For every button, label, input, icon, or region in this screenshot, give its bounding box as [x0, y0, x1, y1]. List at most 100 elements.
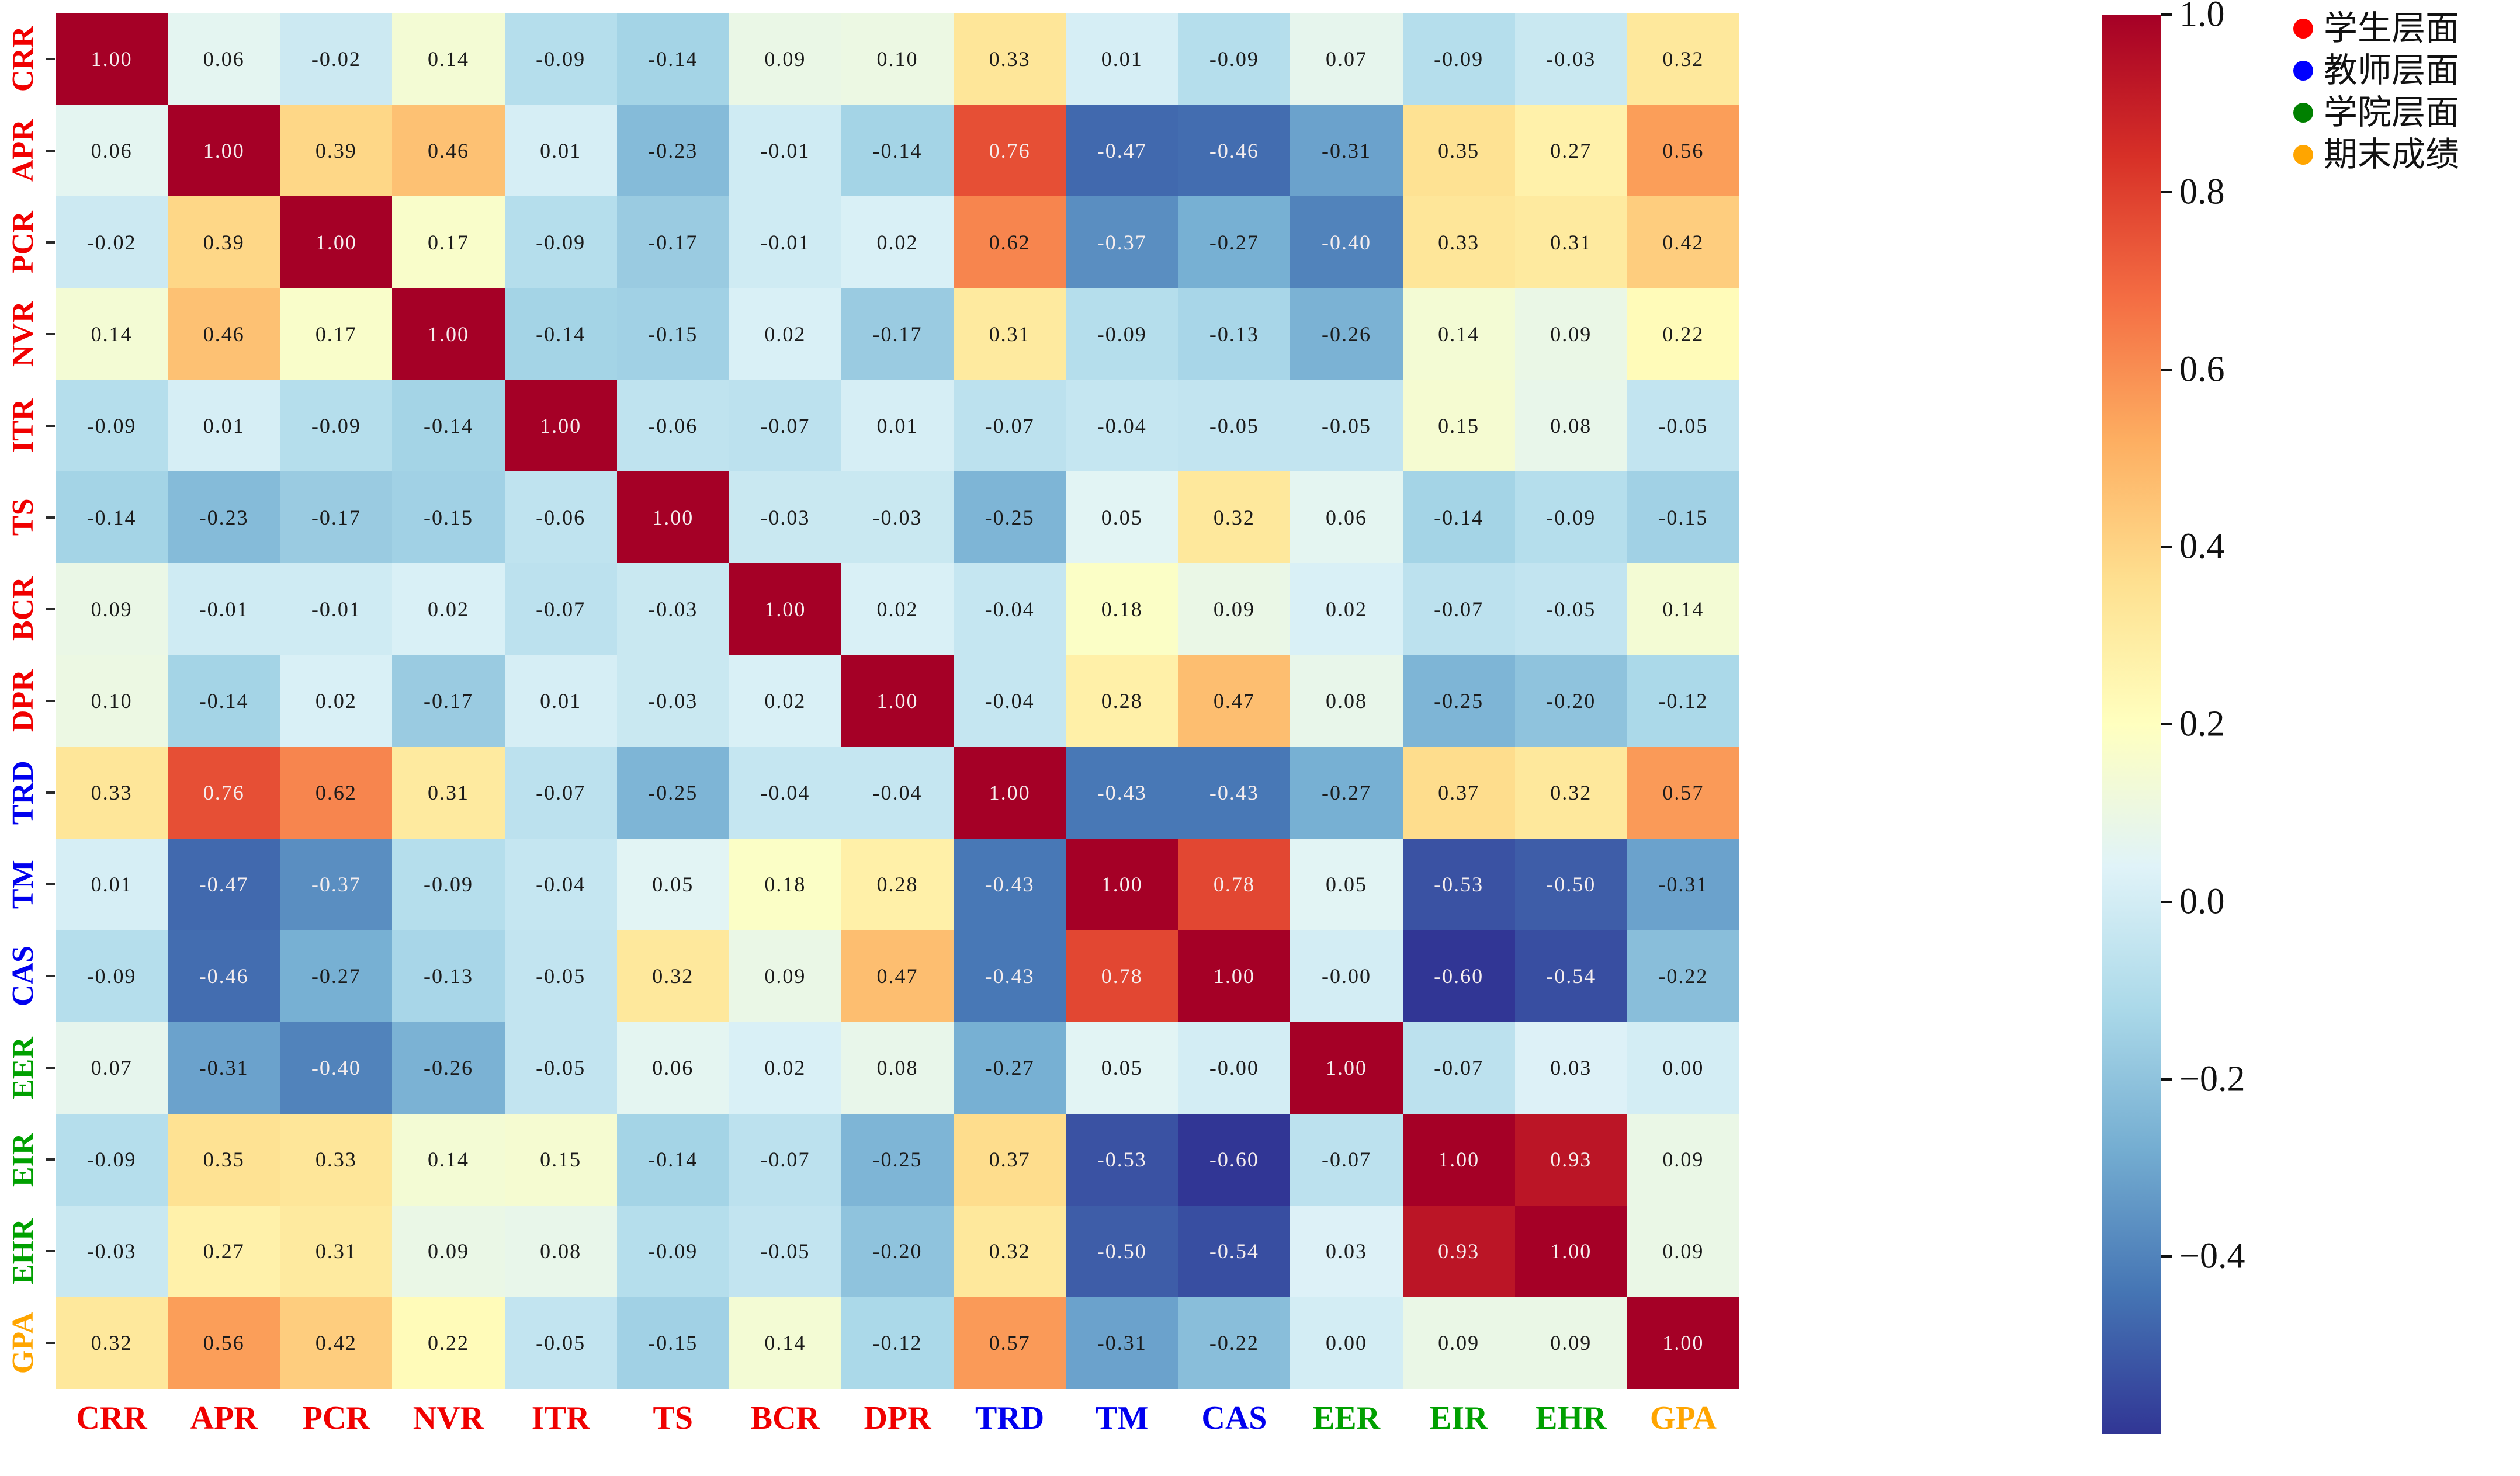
heatmap-cell: -0.03 — [616, 563, 729, 655]
heatmap-cell: -0.27 — [1290, 746, 1403, 839]
heatmap-cell: -0.27 — [280, 930, 393, 1022]
heatmap-cell: -0.01 — [280, 563, 393, 655]
y-axis-label-bcr: BCR — [6, 577, 40, 641]
x-axis-label-gpa: GPA — [1649, 1400, 1717, 1436]
colorbar-gradient — [2102, 15, 2161, 1434]
heatmap-cell: 0.08 — [504, 1205, 617, 1297]
heatmap-cell: 1.00 — [1627, 1297, 1739, 1389]
colorbar-tick-mark — [2161, 13, 2172, 16]
colorbar-tick-mark — [2161, 546, 2172, 548]
heatmap-cell: 0.06 — [1290, 471, 1403, 564]
heatmap-cell: 0.08 — [841, 1022, 954, 1114]
heatmap-cell: -0.40 — [280, 1022, 393, 1114]
y-axis-ticks — [46, 13, 55, 1389]
heatmap-cell: -0.22 — [1627, 930, 1739, 1022]
y-axis-tick-mark — [46, 516, 55, 519]
legend-label: 期末成绩 — [2324, 136, 2460, 173]
y-axis-tick-mark — [46, 1250, 55, 1253]
heatmap-cell: 1.00 — [504, 380, 617, 472]
x-axis-label-ts: TS — [653, 1400, 693, 1436]
heatmap-cell: -0.53 — [1402, 838, 1515, 930]
heatmap-cell: -0.07 — [504, 746, 617, 839]
heatmap-cell: -0.03 — [1514, 13, 1627, 105]
heatmap-cell: 0.33 — [1402, 196, 1515, 289]
heatmap-cell: 0.15 — [504, 1113, 617, 1206]
heatmap-cell: 1.00 — [1066, 838, 1178, 930]
heatmap-cell: 1.00 — [168, 105, 280, 197]
heatmap-cell: 0.35 — [168, 1113, 280, 1206]
y-axis-tick-mark — [46, 241, 55, 244]
colorbar-tick-mark — [2161, 190, 2172, 193]
heatmap-cell: -0.09 — [1178, 13, 1291, 105]
colorbar: 1.0 0.8 0.6 0.4 0.2 0.0 −0.2 −0.4 — [2102, 0, 2245, 1434]
heatmap-cell: 0.05 — [1066, 471, 1178, 564]
legend-label: 学生层面 — [2324, 9, 2460, 47]
heatmap-cell: -0.03 — [616, 655, 729, 747]
heatmap-cell: 0.28 — [841, 838, 954, 930]
y-axis-label-gpa: GPA — [6, 1312, 40, 1374]
heatmap-cell: 0.10 — [841, 13, 954, 105]
heatmap-cell: 0.76 — [168, 746, 280, 839]
heatmap-cell: 0.14 — [1402, 288, 1515, 380]
y-axis-label-apr: APR — [6, 119, 40, 182]
heatmap-cell: -0.01 — [729, 196, 841, 289]
heatmap-cell: -0.54 — [1514, 930, 1627, 1022]
heatmap-cell: -0.14 — [392, 380, 505, 472]
heatmap-cell: 0.78 — [1066, 930, 1178, 1022]
heatmap-cell: -0.47 — [168, 838, 280, 930]
heatmap-cell: 0.17 — [280, 288, 393, 380]
y-axis-tick-row — [46, 13, 55, 105]
heatmap-cell: 0.14 — [392, 1113, 505, 1206]
heatmap-cell: -0.17 — [841, 288, 954, 380]
y-axis-tick-row — [46, 563, 55, 655]
heatmap-cell: 0.06 — [168, 13, 280, 105]
y-axis-tick-mark — [46, 791, 55, 794]
heatmap-cell: 0.09 — [729, 13, 841, 105]
heatmap-grid: 1.00 0.06 -0.02 0.14 -0.09 -0.14 0.09 0.10 0.33 0… — [56, 13, 1739, 1389]
heatmap-cell: 0.09 — [56, 563, 168, 655]
heatmap-cell: -0.22 — [1178, 1297, 1291, 1389]
heatmap-cell: -0.07 — [954, 380, 1066, 472]
x-axis-label-trd: TRD — [975, 1400, 1045, 1436]
y-axis-label-crr: CRR — [6, 26, 40, 92]
heatmap-cell: -0.07 — [1402, 1022, 1515, 1114]
heatmap-cell: 0.05 — [1290, 838, 1403, 930]
heatmap-cell: -0.05 — [1627, 380, 1739, 472]
heatmap-cell: 0.05 — [1066, 1022, 1178, 1114]
heatmap-cell: -0.15 — [1627, 471, 1739, 564]
heatmap-cell: 0.00 — [1627, 1022, 1739, 1114]
y-axis-tick-row — [46, 196, 55, 288]
colorbar-tick-mark — [2161, 368, 2172, 371]
heatmap-cell: -0.03 — [841, 471, 954, 564]
heatmap-cell: -0.20 — [1514, 655, 1627, 747]
y-axis-label-eer: EER — [6, 1036, 40, 1099]
heatmap-cell: 1.00 — [56, 13, 168, 105]
heatmap-cell: 0.02 — [729, 1022, 841, 1114]
colorbar-tick-label: 0.0 — [2179, 881, 2225, 922]
heatmap-cell: -0.25 — [1402, 655, 1515, 747]
heatmap-cell: 0.31 — [280, 1205, 393, 1297]
x-axis-label-crr: CRR — [76, 1400, 147, 1436]
heatmap-cell: -0.01 — [168, 563, 280, 655]
heatmap-cell: -0.09 — [1402, 13, 1515, 105]
heatmap-cell: 0.42 — [1627, 196, 1739, 289]
heatmap-cell: -0.05 — [729, 1205, 841, 1297]
heatmap-cell: 0.31 — [954, 288, 1066, 380]
y-axis-tick-mark — [46, 1158, 55, 1161]
heatmap-cell: 0.57 — [954, 1297, 1066, 1389]
heatmap-cell: 0.09 — [1627, 1205, 1739, 1297]
heatmap-cell: -0.05 — [1290, 380, 1403, 472]
y-axis-tick-row — [46, 1114, 55, 1206]
heatmap-cell: -0.14 — [56, 471, 168, 564]
heatmap-cell: 0.31 — [392, 746, 505, 839]
heatmap-cell: 1.00 — [1290, 1022, 1403, 1114]
heatmap-cell: 0.06 — [56, 105, 168, 197]
heatmap-cell: -0.31 — [168, 1022, 280, 1114]
heatmap-cell: -0.04 — [1066, 380, 1178, 472]
heatmap-cell: 0.22 — [392, 1297, 505, 1389]
heatmap-cell: -0.46 — [168, 930, 280, 1022]
heatmap-cell: -0.17 — [392, 655, 505, 747]
heatmap-cell: -0.37 — [280, 838, 393, 930]
legend: 学生层面 教师层面 学院层面 期末成绩 — [2293, 12, 2459, 172]
